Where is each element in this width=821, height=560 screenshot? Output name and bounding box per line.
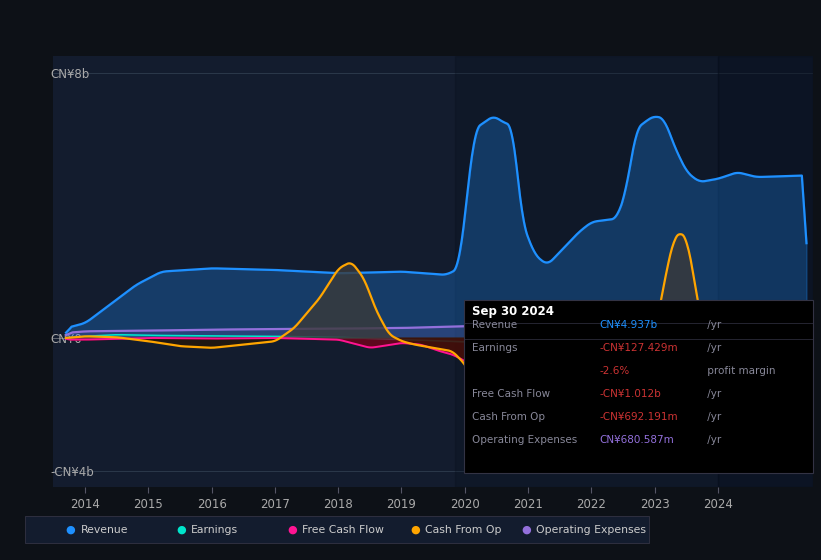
Text: -CN¥127.429m: -CN¥127.429m bbox=[599, 343, 678, 353]
Text: -2.6%: -2.6% bbox=[599, 366, 630, 376]
Text: /yr: /yr bbox=[704, 343, 722, 353]
Text: Cash From Op: Cash From Op bbox=[425, 525, 502, 535]
Text: Operating Expenses: Operating Expenses bbox=[536, 525, 646, 535]
Text: Free Cash Flow: Free Cash Flow bbox=[302, 525, 384, 535]
Text: ●: ● bbox=[66, 525, 76, 535]
Bar bbox=[455, 56, 718, 487]
Text: ●: ● bbox=[410, 525, 420, 535]
Text: /yr: /yr bbox=[704, 435, 722, 445]
Text: Earnings: Earnings bbox=[472, 343, 517, 353]
Text: Revenue: Revenue bbox=[80, 525, 128, 535]
Text: /yr: /yr bbox=[704, 412, 722, 422]
Text: Cash From Op: Cash From Op bbox=[472, 412, 545, 422]
Text: Earnings: Earnings bbox=[191, 525, 238, 535]
Text: ●: ● bbox=[287, 525, 297, 535]
Text: Sep 30 2024: Sep 30 2024 bbox=[472, 305, 554, 318]
Text: ●: ● bbox=[177, 525, 186, 535]
Text: Free Cash Flow: Free Cash Flow bbox=[472, 389, 550, 399]
Text: Revenue: Revenue bbox=[472, 320, 517, 330]
Text: ●: ● bbox=[521, 525, 531, 535]
Text: /yr: /yr bbox=[704, 320, 722, 330]
Text: CN¥4.937b: CN¥4.937b bbox=[599, 320, 658, 330]
Text: profit margin: profit margin bbox=[704, 366, 776, 376]
Text: -CN¥692.191m: -CN¥692.191m bbox=[599, 412, 678, 422]
Text: -CN¥1.012b: -CN¥1.012b bbox=[599, 389, 661, 399]
Bar bbox=[718, 56, 813, 487]
Text: Operating Expenses: Operating Expenses bbox=[472, 435, 577, 445]
Text: CN¥680.587m: CN¥680.587m bbox=[599, 435, 674, 445]
Text: /yr: /yr bbox=[704, 389, 722, 399]
